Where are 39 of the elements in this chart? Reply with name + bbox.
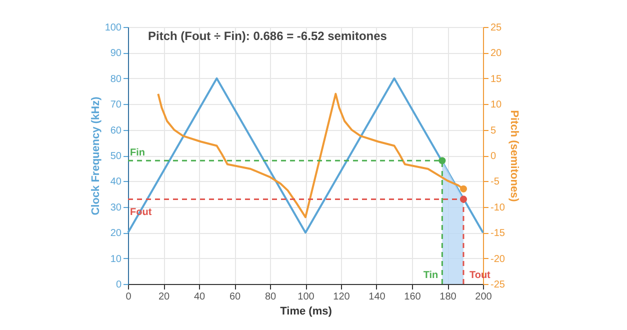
y-tick-label: 100 (104, 22, 122, 34)
y-tick-label: 0 (116, 280, 122, 290)
y-tick-label: 10 (110, 254, 122, 265)
y-tick-label: 80 (110, 74, 122, 85)
y-tick-label: 60 (110, 125, 122, 136)
y-axis-title: Clock Frequency (kHz) (90, 96, 102, 216)
x-axis-title: Time (ms) (280, 306, 332, 318)
x-tick-label: 180 (440, 292, 457, 302)
chart-title: Pitch (Fout ÷ Fin): 0.686 = -6.52 semitones (148, 29, 388, 43)
x-tick-label: 140 (368, 292, 386, 302)
x-tick-label: 80 (264, 292, 276, 302)
y2-tick-label: 25 (490, 22, 502, 34)
x-tick-label: 0 (126, 292, 132, 302)
y2-tick-label: -5 (490, 176, 500, 188)
y2-tick-label: 0 (490, 151, 496, 162)
y-tick-label: 70 (110, 100, 122, 111)
y2-tick-label: -10 (490, 202, 506, 214)
y2-axis-title: Pitch (semitones) (508, 110, 520, 202)
y-tick-label: 90 (110, 48, 122, 60)
x-tick-label: 120 (333, 292, 350, 302)
x-tick-label: 40 (194, 292, 206, 302)
x-tick-label: 20 (158, 292, 170, 302)
x-tick-label: 100 (298, 292, 315, 302)
x-tick-label: 60 (229, 292, 241, 302)
y2-tick-label: 5 (490, 125, 496, 136)
y2-tick-label: -15 (490, 228, 506, 240)
y-tick-label: 20 (110, 228, 122, 240)
x-tick-label: 160 (404, 292, 422, 302)
y-tick-label: 50 (110, 151, 122, 162)
ref-line-label: Fin (130, 148, 145, 159)
y2-tick-label: 20 (490, 48, 502, 60)
y2-tick-label: -20 (490, 254, 506, 265)
y2-tick-label: 10 (490, 100, 502, 111)
x-tick-label: 200 (475, 292, 492, 302)
y-tick-label: 40 (110, 176, 122, 188)
y2-tick-label: -25 (490, 280, 506, 290)
ref-line-label: Tin (423, 270, 438, 281)
y-tick-label: 30 (110, 202, 122, 214)
y2-tick-label: 15 (490, 74, 502, 85)
